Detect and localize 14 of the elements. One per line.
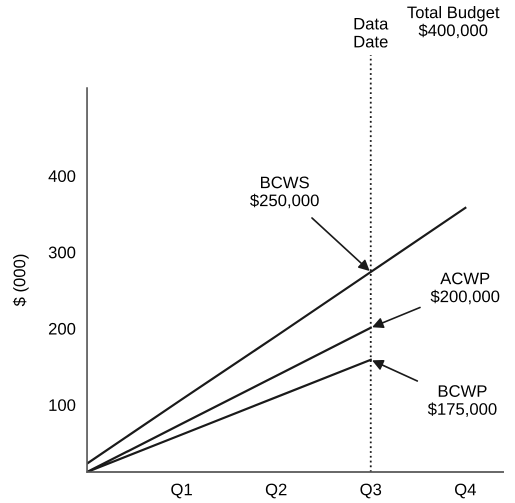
- ref-line-label: Data Date: [354, 18, 388, 48]
- x-tick-label: Q1: [171, 484, 192, 498]
- y-tick-label: 300: [48, 246, 76, 258]
- x-tick-label: Q4: [455, 484, 476, 498]
- x-tick-label: Q3: [360, 484, 382, 498]
- y-axis-title: $ (000): [12, 254, 29, 306]
- annotation: BCWP $175,000: [428, 385, 497, 417]
- annotation: BCWS $250,000: [250, 176, 319, 208]
- annotation: ACWP $200,000: [430, 272, 500, 304]
- text: Total Budget $400,000: [407, 6, 500, 38]
- y-tick-label: 100: [49, 399, 76, 412]
- x-tick-label: Q2: [266, 484, 286, 498]
- y-tick-label: 200: [48, 322, 76, 335]
- y-tick-label: 400: [48, 170, 76, 182]
